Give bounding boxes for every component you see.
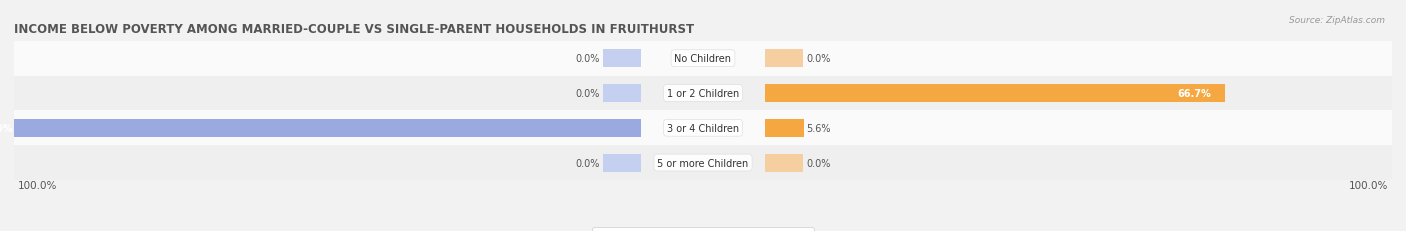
Text: 100.0%: 100.0%	[0, 123, 13, 133]
Text: 0.0%: 0.0%	[807, 158, 831, 168]
Text: Source: ZipAtlas.com: Source: ZipAtlas.com	[1289, 16, 1385, 25]
Text: 0.0%: 0.0%	[575, 54, 599, 64]
Text: INCOME BELOW POVERTY AMONG MARRIED-COUPLE VS SINGLE-PARENT HOUSEHOLDS IN FRUITHU: INCOME BELOW POVERTY AMONG MARRIED-COUPL…	[14, 23, 695, 36]
Text: No Children: No Children	[675, 54, 731, 64]
Bar	[14, 42, 1392, 76]
Text: 5 or more Children: 5 or more Children	[658, 158, 748, 168]
Text: 0.0%: 0.0%	[807, 54, 831, 64]
Text: 100.0%: 100.0%	[17, 180, 56, 190]
Bar	[603, 154, 641, 172]
Text: 5.6%: 5.6%	[807, 123, 831, 133]
Text: 66.7%: 66.7%	[1177, 88, 1211, 99]
Bar	[14, 146, 1392, 180]
Bar	[603, 50, 641, 68]
Text: 0.0%: 0.0%	[575, 158, 599, 168]
Bar	[765, 50, 803, 68]
Bar	[14, 111, 1392, 146]
Text: 1 or 2 Children: 1 or 2 Children	[666, 88, 740, 99]
Bar	[765, 154, 803, 172]
Text: 100.0%: 100.0%	[1350, 180, 1389, 190]
Text: 3 or 4 Children: 3 or 4 Children	[666, 123, 740, 133]
Legend: Married Couples, Single Parents: Married Couples, Single Parents	[592, 227, 814, 231]
Bar	[765, 119, 804, 137]
Text: 0.0%: 0.0%	[575, 88, 599, 99]
Bar	[14, 76, 1392, 111]
Bar	[765, 85, 1225, 103]
Bar	[0, 119, 641, 137]
Bar	[603, 85, 641, 103]
